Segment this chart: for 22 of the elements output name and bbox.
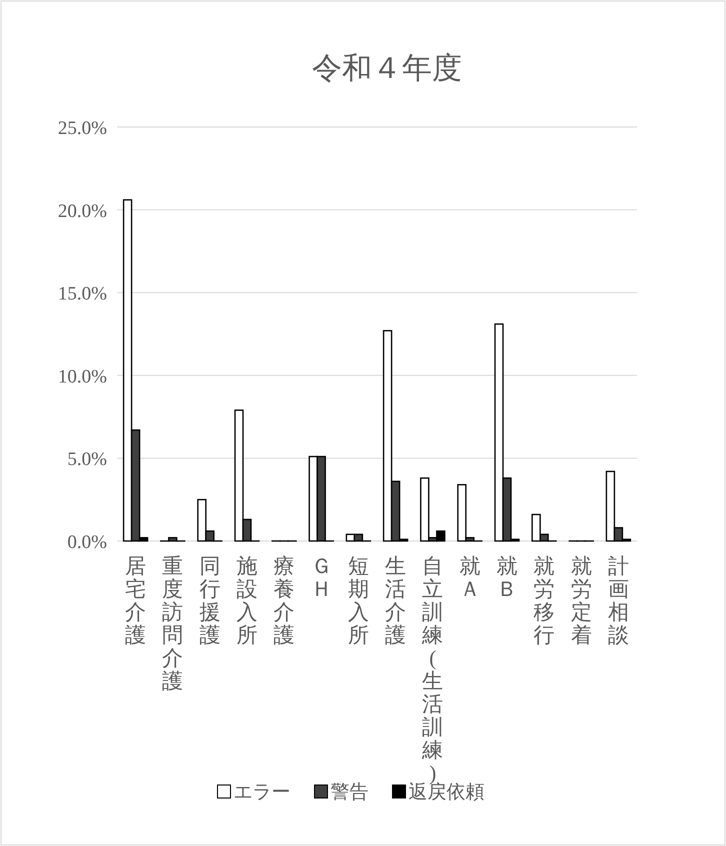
chart-title: 令和４年度	[312, 52, 462, 85]
y-tick-label: 10.0%	[58, 366, 108, 388]
x-tick-label: 療養介護	[274, 554, 295, 647]
x-tick-label: 短期入所	[348, 554, 369, 647]
x-tick-label: 居宅介護	[125, 554, 146, 647]
x-tick-label: 生活介護	[385, 554, 406, 647]
x-tick-label: 重度訪問介護	[162, 554, 184, 693]
y-tick-label: 0.0%	[67, 532, 108, 553]
x-tick-label: 就労定着	[570, 554, 592, 647]
x-tick-label: 就労移行	[534, 554, 555, 647]
x-tick-label: ＧＨ	[310, 554, 332, 601]
y-tick-label: 5.0%	[67, 449, 108, 470]
legend-label: 警告	[330, 782, 368, 803]
y-tick-label: 15.0%	[58, 284, 108, 305]
x-tick-label: 就Ａ	[459, 554, 480, 601]
x-tick-label: 施設入所	[236, 554, 258, 647]
x-tick-label: 同行援護	[199, 554, 220, 647]
x-tick-label: 就Ｂ	[496, 554, 518, 601]
x-tick-label: 計画相談	[608, 554, 629, 647]
y-tick-label: 20.0%	[58, 200, 108, 222]
legend-label: エラー	[234, 782, 290, 803]
y-tick-label: 25.0%	[58, 118, 108, 139]
